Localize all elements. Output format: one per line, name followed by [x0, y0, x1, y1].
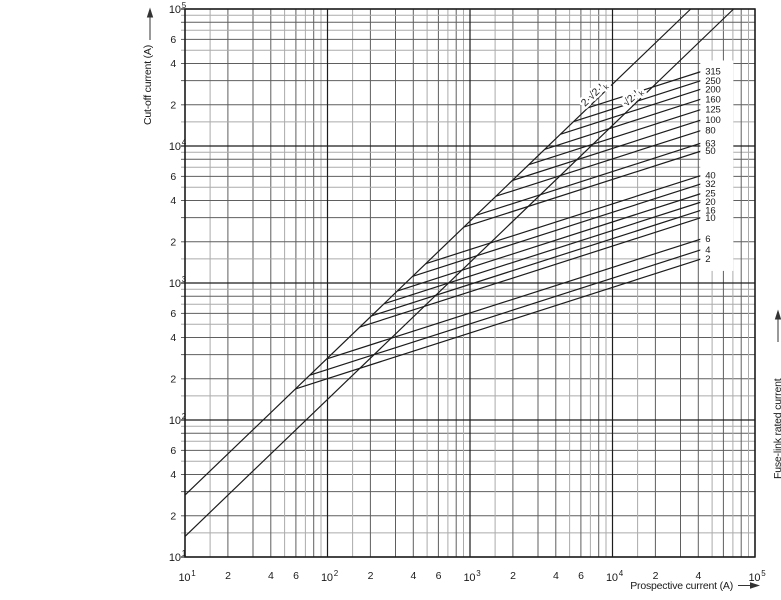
y-axis-title: Cut-off current (A): [142, 45, 154, 125]
fuse-curve-20: [384, 201, 702, 305]
fuse-rating-label: 20: [705, 197, 715, 208]
fuse-rating-label: 125: [705, 105, 720, 116]
fuse-rating-label: 4: [705, 245, 710, 256]
x-axis-decade-label: 101: [178, 569, 196, 584]
fuse-curve-32: [412, 183, 702, 277]
y-axis-decade-label: 101: [169, 549, 187, 564]
fuse-rating-label: 315: [705, 67, 720, 78]
plot-frame: [184, 8, 756, 558]
x-axis-tick-label: 4: [268, 570, 274, 582]
fuse-curve-80: [495, 129, 702, 197]
y-axis-tick-label: 6: [170, 445, 176, 457]
fuse-curve-63: [475, 142, 702, 216]
x-axis-tick-label: 2: [368, 570, 374, 582]
fuse-rating-label: 2: [705, 254, 710, 265]
fuse-curve-200: [560, 88, 702, 135]
x-axis-tick-label: 6: [436, 570, 442, 582]
x-axis-decade-label: 102: [321, 569, 339, 584]
y-axis-tick-label: 2: [170, 510, 176, 522]
x-axis-decade-label: 105: [748, 569, 766, 584]
fuse-rating-label: 250: [705, 76, 720, 87]
y-axis-tick-label: 6: [170, 308, 176, 320]
x-axis-tick-label: 6: [293, 570, 299, 582]
y-axis-tick-label: 6: [170, 171, 176, 183]
fuse-rating-label: 16: [705, 205, 715, 216]
fuse-rating-label: 100: [705, 115, 720, 126]
y-axis-tick-label: 2: [170, 236, 176, 248]
y-axis-tick-label: 6: [170, 34, 176, 46]
fuse-rating-label: 40: [705, 171, 715, 182]
x-axis-tick-label: 6: [578, 570, 584, 582]
fuse-curve-10: [359, 217, 702, 328]
y-axis-tick-label: 4: [170, 58, 176, 70]
fuse-curve-2: [295, 258, 702, 390]
right-axis-up-arrow-icon: [774, 309, 781, 342]
y-axis-tick-label: 2: [170, 373, 176, 385]
y-axis-decade-label: 102: [169, 412, 187, 427]
fuse-curve-160: [544, 98, 702, 150]
fuse-rating-label: 63: [705, 138, 715, 149]
x-axis-decade-label: 103: [463, 569, 481, 584]
y-axis-decade-label: 103: [169, 275, 187, 290]
fuse-curve-315: [587, 70, 702, 109]
fuse-curve-6: [326, 238, 702, 360]
reference-line: [184, 8, 735, 537]
x-axis-title: Prospective current (A): [630, 580, 733, 592]
x-axis-right-arrow-icon: [738, 582, 760, 589]
fuse-curve-250: [573, 80, 702, 123]
fuse-curve-125: [528, 108, 702, 166]
fuse-curve-100: [512, 119, 702, 182]
x-axis-tick-label: 2: [510, 570, 516, 582]
fuse-rating-label: 10: [705, 213, 715, 224]
x-axis-decade-label: 104: [606, 569, 624, 584]
fuse-curve-25: [397, 192, 702, 292]
y-axis-up-arrow-icon: [146, 7, 154, 40]
fuse-curve-4: [309, 249, 702, 376]
fuse-curve-40: [425, 174, 702, 265]
y-axis-decade-label: 105: [169, 1, 187, 16]
fuse-rating-label: 6: [705, 234, 710, 245]
fuse-curve-16: [371, 209, 702, 317]
fuse-rating-label: 50: [705, 146, 715, 157]
right-axis-title: Fuse-link rated current: [772, 378, 781, 479]
reference-line: [184, 8, 692, 496]
fuse-rating-label: 200: [705, 84, 720, 95]
fuse-curve-50: [463, 150, 702, 228]
rating-label-box: [700, 60, 734, 271]
x-axis-tick-label: 2: [653, 570, 659, 582]
x-axis-tick-label: 2: [225, 570, 231, 582]
y-axis-tick-label: 4: [170, 469, 176, 481]
fuse-rating-label: 80: [705, 126, 715, 137]
y-axis-tick-label: 2: [170, 99, 176, 111]
y-axis-tick-label: 4: [170, 332, 176, 344]
x-axis-tick-label: 4: [553, 570, 559, 582]
fuse-rating-label: 32: [705, 179, 715, 190]
fuse-rating-label: 160: [705, 94, 720, 105]
x-axis-tick-label: 4: [410, 570, 416, 582]
x-axis-tick-label: 4: [695, 570, 701, 582]
fuse-rating-label: 25: [705, 189, 715, 200]
y-axis-decade-label: 104: [169, 138, 187, 153]
y-axis-tick-label: 4: [170, 195, 176, 207]
